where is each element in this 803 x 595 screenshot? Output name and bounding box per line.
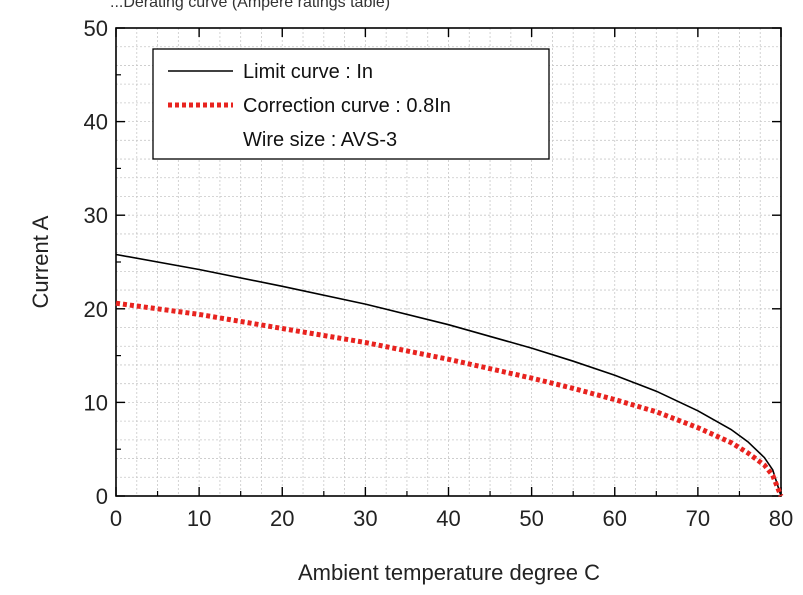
x-tick-label: 40 [436, 506, 460, 531]
y-tick-label: 10 [84, 390, 108, 415]
top-caption: ...Derating curve (Ampere ratings table) [110, 0, 390, 11]
x-tick-label: 50 [519, 506, 543, 531]
legend-note-wire-size: Wire size : AVS-3 [243, 129, 397, 151]
series-line-correction [115, 300, 784, 497]
x-tick-label: 30 [353, 506, 377, 531]
x-tick-label: 80 [769, 506, 793, 531]
y-tick-label: 40 [84, 110, 108, 135]
legend-label-limit: Limit curve : In [243, 61, 373, 83]
legend-label-correction: Correction curve : 0.8In [243, 95, 451, 117]
series-lines [115, 253, 784, 497]
y-tick-label: 20 [84, 297, 108, 322]
y-tick-label: 30 [84, 203, 108, 228]
y-tick-label: 50 [84, 16, 108, 41]
x-tick-label: 60 [603, 506, 627, 531]
x-tick-label: 10 [187, 506, 211, 531]
legend: Limit curve : In Correction curve : 0.8I… [152, 48, 550, 160]
ticks: 0 10 20 30 40 50 60 70 80 0 10 20 30 40 50 [84, 16, 794, 531]
y-axis-title: Current A [28, 215, 53, 308]
x-axis-title: Ambient temperature degree C [298, 560, 600, 585]
x-tick-label: 70 [686, 506, 710, 531]
y-tick-label: 0 [96, 484, 108, 509]
x-tick-label: 20 [270, 506, 294, 531]
series-line-limit [115, 253, 782, 497]
x-tick-label: 0 [110, 506, 122, 531]
